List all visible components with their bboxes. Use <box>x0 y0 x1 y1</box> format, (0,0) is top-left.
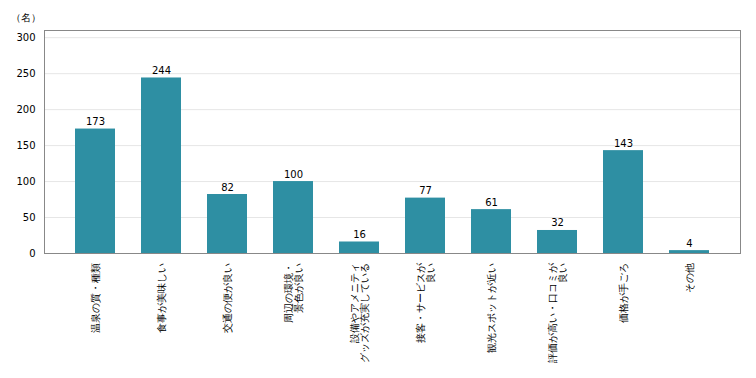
svg-text:143: 143 <box>614 138 633 149</box>
svg-text:61: 61 <box>485 197 498 208</box>
svg-text:設備やアメニティグッズが充実している: 設備やアメニティグッズが充実している <box>349 263 370 363</box>
svg-text:82: 82 <box>221 182 234 193</box>
svg-text:温泉の質・種類: 温泉の質・種類 <box>90 263 101 333</box>
svg-text:価格が手ごろ: 価格が手ごろ <box>618 263 629 323</box>
svg-text:評価が高い・口コミが良い: 評価が高い・口コミが良い <box>547 262 568 363</box>
svg-text:173: 173 <box>86 116 105 127</box>
svg-text:食事が美味しい: 食事が美味しい <box>156 263 167 333</box>
svg-text:100: 100 <box>284 169 303 180</box>
svg-text:244: 244 <box>152 65 171 76</box>
svg-text:77: 77 <box>419 185 432 196</box>
svg-text:300: 300 <box>16 32 35 43</box>
svg-text:32: 32 <box>551 217 564 228</box>
svg-text:接客・サービスが良い: 接客・サービスが良い <box>415 262 436 343</box>
svg-text:その他: その他 <box>684 263 695 293</box>
svg-text:観光スポットが近い: 観光スポットが近い <box>486 263 497 353</box>
svg-text:150: 150 <box>16 140 35 151</box>
svg-text:250: 250 <box>16 68 35 79</box>
svg-text:100: 100 <box>16 176 35 187</box>
svg-text:16: 16 <box>353 229 366 240</box>
svg-text:交通の便が良い: 交通の便が良い <box>222 263 233 333</box>
svg-text:（名）: （名） <box>11 12 41 23</box>
svg-text:200: 200 <box>16 104 35 115</box>
svg-text:0: 0 <box>29 248 35 259</box>
svg-text:4: 4 <box>686 238 692 249</box>
svg-text:周辺の環境・景色が良い: 周辺の環境・景色が良い <box>283 263 304 323</box>
svg-text:50: 50 <box>23 212 36 223</box>
